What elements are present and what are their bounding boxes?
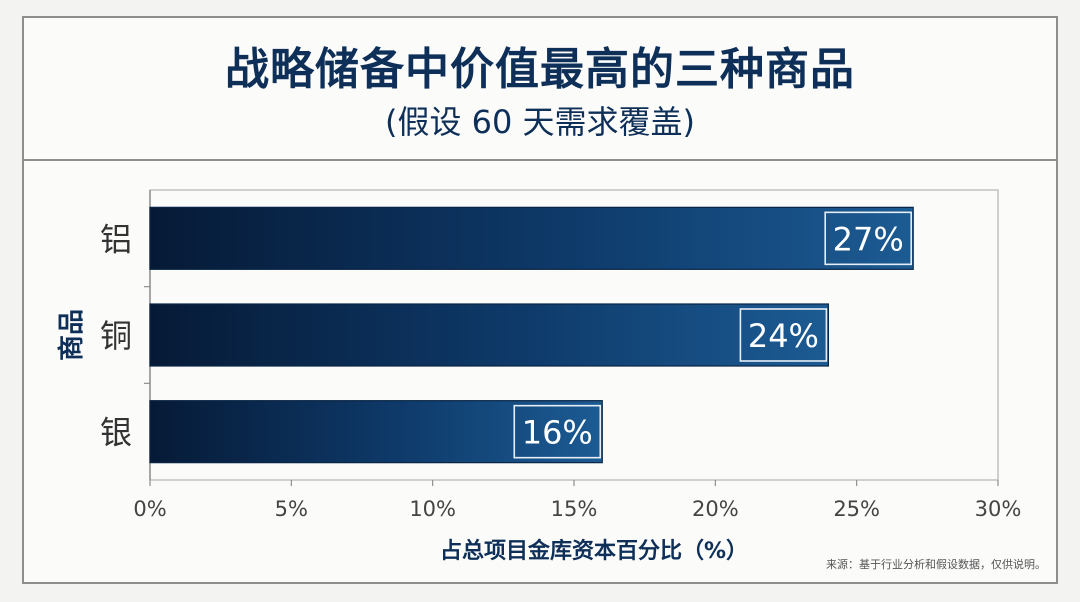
data-label: 16%: [522, 414, 593, 452]
chart-title: 战略储备中价值最高的三种商品: [225, 44, 855, 95]
x-tick-label: 10%: [409, 497, 456, 521]
bar: [149, 206, 914, 270]
source-footnote: 来源：基于行业分析和假设数据，仅供说明。: [826, 558, 1046, 571]
data-label-box: [513, 404, 602, 459]
data-label: 24%: [748, 317, 819, 355]
bar: [149, 400, 603, 464]
chart-header: 战略储备中价值最高的三种商品 (假设 60 天需求覆盖): [24, 18, 1056, 161]
x-tick-label: 0%: [133, 497, 166, 521]
data-label-box: [824, 211, 913, 266]
category-label: 银: [100, 414, 132, 452]
x-tick-label: 15%: [551, 497, 598, 521]
chart-frame: 战略储备中价值最高的三种商品 (假设 60 天需求覆盖) 来源：基于行业分析和假…: [22, 16, 1058, 584]
category-label: 铝: [100, 220, 132, 258]
x-tick-label: 20%: [692, 497, 739, 521]
y-axis-label: 商品: [56, 309, 87, 361]
category-label: 铜: [100, 317, 132, 355]
x-tick-label: 25%: [833, 497, 880, 521]
x-tick-label: 30%: [975, 497, 1022, 521]
x-axis-label: 占总项目金库资本百分比（%）: [440, 538, 748, 564]
bar: [149, 303, 830, 367]
data-label-box: [739, 308, 828, 362]
x-tick-label: 5%: [275, 497, 308, 521]
chart-subtitle: (假设 60 天需求覆盖): [384, 103, 696, 141]
data-label: 27%: [833, 220, 904, 258]
